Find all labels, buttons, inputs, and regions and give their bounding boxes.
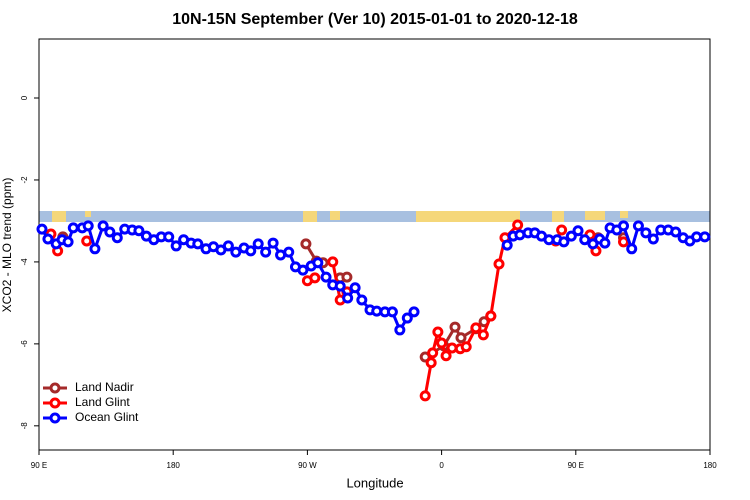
point [394, 324, 406, 336]
point [133, 225, 145, 237]
point [42, 233, 54, 245]
legend-label: Ocean Glint [75, 410, 139, 424]
point [449, 321, 461, 333]
chart-title: 10N-15N September (Ver 10) 2015-01-01 to… [172, 11, 578, 28]
point [470, 322, 482, 334]
point [192, 238, 204, 250]
point [512, 219, 524, 231]
point [334, 280, 346, 292]
point [222, 240, 234, 252]
point [455, 332, 467, 344]
point [89, 243, 101, 255]
point [579, 234, 591, 246]
legend-marker [49, 382, 61, 394]
point [252, 238, 264, 250]
point [440, 350, 452, 362]
point [618, 236, 630, 248]
point [477, 329, 489, 341]
x-axis-label: Longitude [346, 475, 403, 490]
point [260, 246, 272, 258]
point [97, 220, 109, 232]
legend-label: Land Glint [75, 395, 130, 409]
point [111, 232, 123, 244]
point [81, 235, 93, 247]
point [436, 337, 448, 349]
point [356, 294, 368, 306]
point [283, 246, 295, 258]
point [320, 271, 332, 283]
legend-label: Land Nadir [75, 380, 134, 394]
x-tick-label: 90 W [298, 461, 317, 470]
point [342, 292, 354, 304]
point [699, 231, 711, 243]
point [297, 264, 309, 276]
point [312, 257, 324, 269]
point [599, 237, 611, 249]
point [670, 226, 682, 238]
point [632, 220, 644, 232]
point [327, 256, 339, 268]
point [427, 347, 439, 359]
point [460, 341, 472, 353]
x-tick-label: 90 E [31, 461, 47, 470]
point [558, 236, 570, 248]
y-tick-label: -6 [20, 340, 29, 348]
point [572, 225, 584, 237]
point [408, 306, 420, 318]
point [300, 238, 312, 250]
point [493, 258, 505, 270]
point [432, 326, 444, 338]
point [485, 310, 497, 322]
y-tick-label: -2 [20, 176, 29, 184]
point [401, 312, 413, 324]
point [587, 238, 599, 250]
point [501, 239, 513, 251]
point [163, 231, 175, 243]
point [349, 282, 361, 294]
point [104, 226, 116, 238]
y-tick-label: -8 [20, 422, 29, 430]
plot-frame [38, 38, 711, 451]
legend-marker [49, 397, 61, 409]
point [267, 237, 279, 249]
point [647, 233, 659, 245]
point [67, 222, 79, 234]
legend-marker [49, 412, 61, 424]
x-tick-label: 0 [439, 461, 444, 470]
point [170, 240, 182, 252]
point [425, 357, 437, 369]
point [230, 246, 242, 258]
point [62, 236, 74, 248]
point [341, 271, 353, 283]
point [36, 223, 48, 235]
point [556, 224, 568, 236]
y-tick-label: -4 [20, 258, 29, 266]
point [419, 390, 431, 402]
point [618, 220, 630, 232]
series-line [51, 225, 624, 396]
point [386, 306, 398, 318]
point [82, 220, 94, 232]
point [565, 230, 577, 242]
point [245, 245, 257, 257]
y-axis-label: XCO2 - MLO trend (ppm) [0, 178, 14, 313]
point [626, 243, 638, 255]
x-tick-label: 90 E [568, 461, 584, 470]
y-tick-label: 0 [20, 95, 29, 100]
point [640, 227, 652, 239]
x-tick-label: 180 [703, 461, 717, 470]
land-mask-strip [39, 211, 710, 222]
point [309, 272, 321, 284]
x-tick-label: 180 [167, 461, 181, 470]
